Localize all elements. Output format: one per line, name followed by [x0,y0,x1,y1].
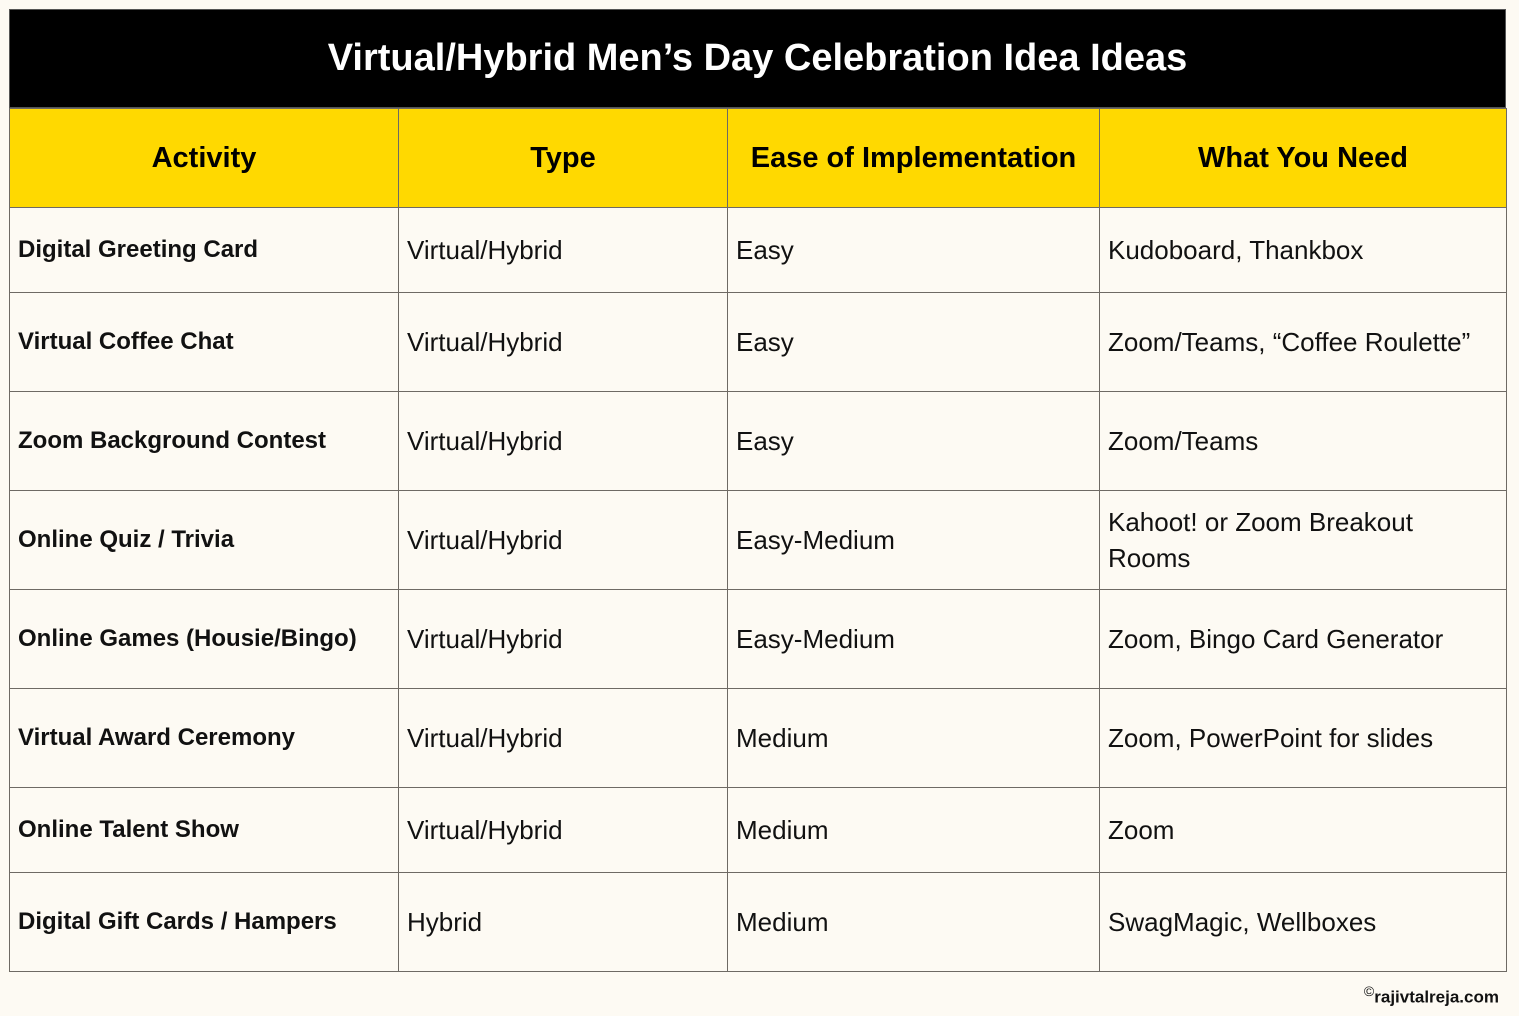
column-header-need: What You Need [1099,108,1507,208]
copyright-icon: © [1363,983,1375,1000]
cell-type: Hybrid [398,872,728,972]
table-title: Virtual/Hybrid Men’s Day Celebration Ide… [9,9,1506,108]
cell-type: Virtual/Hybrid [398,207,728,293]
cell-ease: Easy [727,391,1100,491]
cell-type: Virtual/Hybrid [398,391,728,491]
table-row: Digital Greeting Card Virtual/Hybrid Easy K… [9,207,1507,293]
table-row: Virtual Award Ceremony Virtual/Hybrid Medi… [9,688,1507,788]
column-header-type: Type [398,108,728,208]
cell-activity: Online Games (Housie/Bingo) [9,589,399,689]
table-row: Digital Gift Cards / Hampers Hybrid Medium… [9,872,1507,972]
cell-ease: Medium [727,787,1100,873]
cell-need: Zoom [1099,787,1507,873]
header-row: Activity Type Ease of Implementation Wha… [9,108,1507,208]
cell-type: Virtual/Hybrid [398,490,728,590]
credit: ©rajivtalreja.com [1364,983,1499,1008]
cell-need: Zoom/Teams, “Coffee Roulette” [1099,292,1507,392]
cell-ease: Medium [727,688,1100,788]
cell-need: Zoom, PowerPoint for slides [1099,688,1507,788]
ideas-table: Activity Type Ease of Implementation Wha… [9,108,1507,972]
cell-activity: Zoom Background Contest [9,391,399,491]
cell-need: Kahoot! or Zoom Breakout Rooms [1099,490,1507,590]
table-row: Online Games (Housie/Bingo) Virtual/Hybri… [9,589,1507,689]
cell-activity: Virtual Award Ceremony [9,688,399,788]
column-header-activity: Activity [9,108,399,208]
cell-type: Virtual/Hybrid [398,688,728,788]
cell-activity: Virtual Coffee Chat [9,292,399,392]
table-row: Zoom Background Contest Virtual/Hybrid Eas… [9,391,1507,491]
cell-need: SwagMagic, Wellboxes [1099,872,1507,972]
column-header-ease: Ease of Implementation [727,108,1100,208]
cell-ease: Medium [727,872,1100,972]
cell-type: Virtual/Hybrid [398,292,728,392]
table-row: Online Talent Show Virtual/Hybrid Medium Zo… [9,787,1507,873]
credit-text: rajivtalreja.com [1374,988,1499,1007]
cell-need: Zoom, Bingo Card Generator [1099,589,1507,689]
cell-ease: Easy-Medium [727,490,1100,590]
cell-activity: Online Talent Show [9,787,399,873]
cell-need: Kudoboard, Thankbox [1099,207,1507,293]
cell-ease: Easy [727,292,1100,392]
cell-type: Virtual/Hybrid [398,787,728,873]
cell-ease: Easy-Medium [727,589,1100,689]
ideas-table-container: Virtual/Hybrid Men’s Day Celebration Ide… [9,9,1507,972]
cell-activity: Online Quiz / Trivia [9,490,399,590]
cell-activity: Digital Gift Cards / Hampers [9,872,399,972]
table-row: Virtual Coffee Chat Virtual/Hybrid Easy Zoo… [9,292,1507,392]
table-row: Online Quiz / Trivia Virtual/Hybrid Easy-M… [9,490,1507,590]
cell-type: Virtual/Hybrid [398,589,728,689]
cell-ease: Easy [727,207,1100,293]
cell-activity: Digital Greeting Card [9,207,399,293]
cell-need: Zoom/Teams [1099,391,1507,491]
